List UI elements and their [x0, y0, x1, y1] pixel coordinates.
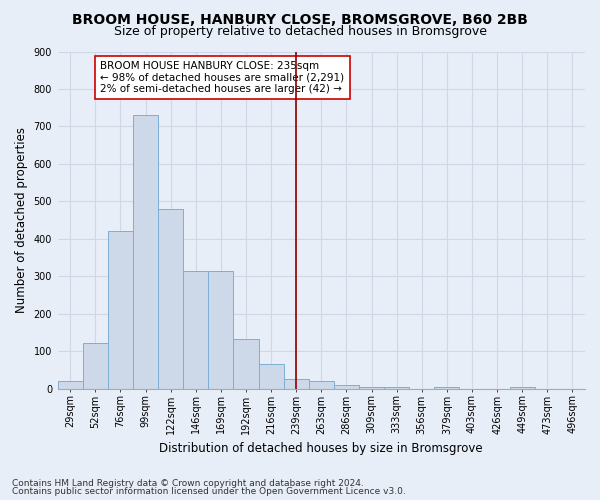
Text: Size of property relative to detached houses in Bromsgrove: Size of property relative to detached ho… — [113, 25, 487, 38]
Bar — [133, 115, 158, 388]
Y-axis label: Number of detached properties: Number of detached properties — [15, 127, 28, 313]
Text: BROOM HOUSE, HANBURY CLOSE, BROMSGROVE, B60 2BB: BROOM HOUSE, HANBURY CLOSE, BROMSGROVE, … — [72, 12, 528, 26]
Bar — [384, 387, 409, 388]
Bar — [208, 270, 233, 388]
Bar — [58, 381, 83, 388]
Bar — [309, 381, 334, 388]
Bar — [509, 387, 535, 388]
Bar — [233, 339, 259, 388]
Bar — [359, 387, 384, 388]
Bar — [284, 380, 309, 388]
Bar — [259, 364, 284, 388]
Text: BROOM HOUSE HANBURY CLOSE: 235sqm
← 98% of detached houses are smaller (2,291)
2: BROOM HOUSE HANBURY CLOSE: 235sqm ← 98% … — [100, 61, 344, 94]
Text: Contains public sector information licensed under the Open Government Licence v3: Contains public sector information licen… — [12, 487, 406, 496]
Bar — [334, 385, 359, 388]
Bar — [108, 232, 133, 388]
Bar — [83, 343, 108, 388]
Bar — [158, 209, 183, 388]
Bar — [183, 270, 208, 388]
Bar — [434, 387, 460, 388]
Text: Contains HM Land Registry data © Crown copyright and database right 2024.: Contains HM Land Registry data © Crown c… — [12, 478, 364, 488]
X-axis label: Distribution of detached houses by size in Bromsgrove: Distribution of detached houses by size … — [160, 442, 483, 455]
